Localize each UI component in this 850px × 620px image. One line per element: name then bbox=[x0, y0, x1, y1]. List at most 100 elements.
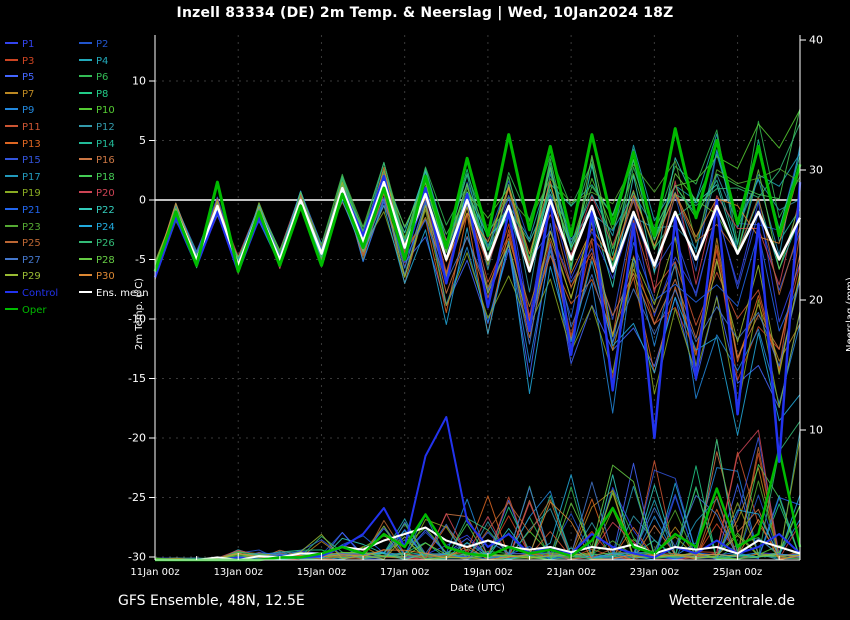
legend-label: P6 bbox=[96, 72, 109, 84]
legend-item-p8: P8 bbox=[79, 87, 153, 104]
legend-item-p17: P17 bbox=[5, 170, 79, 187]
legend-label: P14 bbox=[96, 138, 115, 150]
legend-line-swatch bbox=[5, 257, 18, 260]
legend-item-p13: P13 bbox=[5, 137, 79, 154]
ensemble-member-precip-line bbox=[154, 421, 801, 560]
legend-line-swatch bbox=[5, 91, 18, 94]
legend-label: P26 bbox=[96, 238, 115, 250]
legend-item-p19: P19 bbox=[5, 186, 79, 203]
legend-label: P28 bbox=[96, 254, 115, 266]
legend-label: P5 bbox=[22, 72, 35, 84]
legend-line-swatch bbox=[79, 274, 92, 277]
x-tick-label: 23Jan 00z bbox=[630, 567, 679, 578]
legend-label: P1 bbox=[22, 39, 35, 50]
legend-item-p6: P6 bbox=[79, 70, 153, 87]
legend-label: Control bbox=[22, 287, 59, 299]
legend-line-swatch bbox=[79, 124, 92, 127]
legend-line-swatch bbox=[79, 75, 92, 78]
legend-label: P23 bbox=[22, 221, 41, 233]
legend-line-swatch bbox=[5, 124, 18, 127]
legend-item-p7: P7 bbox=[5, 87, 79, 104]
main-temp-line-oper bbox=[153, 127, 802, 273]
left-tick-label: -20 bbox=[128, 432, 146, 445]
legend-label: P16 bbox=[96, 155, 115, 167]
x-tick-label: 11Jan 00z bbox=[130, 567, 179, 578]
legend-item-p5: P5 bbox=[5, 70, 79, 87]
legend: P1 P2 P3 P4 P5 P6 P7 P8 P9 P10 P11 P12 P13 P14 P15 P16 P… bbox=[5, 37, 153, 319]
legend-line-swatch bbox=[5, 42, 18, 44]
legend-label: P13 bbox=[22, 138, 41, 150]
legend-item-p9: P9 bbox=[5, 103, 79, 120]
legend-line-swatch bbox=[5, 224, 18, 227]
legend-line-swatch bbox=[79, 158, 92, 161]
legend-line-swatch bbox=[79, 58, 92, 61]
left-tick-label: -25 bbox=[128, 491, 146, 504]
legend-item-p4: P4 bbox=[79, 54, 153, 71]
legend-label: P27 bbox=[22, 254, 41, 266]
legend-item-p16: P16 bbox=[79, 153, 153, 170]
x-tick-label: 13Jan 00z bbox=[214, 567, 263, 578]
legend-line-swatch bbox=[79, 191, 92, 194]
legend-label: P8 bbox=[96, 88, 109, 100]
legend-line-swatch bbox=[5, 290, 18, 293]
legend-label: P21 bbox=[22, 204, 41, 216]
x-tick-label: 19Jan 00z bbox=[463, 567, 512, 578]
left-tick-label: -10 bbox=[128, 313, 146, 326]
legend-label: P25 bbox=[22, 238, 41, 250]
legend-line-swatch bbox=[5, 58, 18, 61]
legend-label: P30 bbox=[96, 271, 115, 283]
legend-line-swatch bbox=[79, 91, 92, 94]
legend-line-swatch bbox=[79, 290, 92, 293]
legend-label: P24 bbox=[96, 221, 115, 233]
left-tick-label: -30 bbox=[128, 551, 146, 564]
legend-line-swatch bbox=[79, 257, 92, 260]
legend-item-p10: P10 bbox=[79, 103, 153, 120]
legend-line-swatch bbox=[79, 241, 92, 244]
right-tick-label: 40 bbox=[809, 34, 823, 47]
ensemble-member-temp-line bbox=[154, 184, 801, 372]
legend-item-ens-mean: Ens. mean bbox=[79, 286, 153, 303]
legend-line-swatch bbox=[79, 224, 92, 227]
legend-label: P15 bbox=[22, 155, 41, 167]
legend-item-p2: P2 bbox=[79, 37, 153, 54]
ensemble-member-precip-line bbox=[154, 493, 801, 561]
legend-line-swatch bbox=[5, 191, 18, 194]
legend-item-p27: P27 bbox=[5, 253, 79, 270]
legend-label: P19 bbox=[22, 188, 41, 200]
y-axis-label-precipitation: Neerslag (mm) bbox=[845, 277, 850, 352]
legend-line-swatch bbox=[5, 174, 18, 177]
legend-label: P11 bbox=[22, 121, 41, 133]
ensemble-member-temp-line bbox=[154, 183, 801, 409]
legend-label: P17 bbox=[22, 171, 41, 183]
legend-line-swatch bbox=[79, 174, 92, 177]
legend-item-p23: P23 bbox=[5, 220, 79, 237]
legend-item-p11: P11 bbox=[5, 120, 79, 137]
legend-line-swatch bbox=[5, 274, 18, 277]
legend-line-swatch bbox=[5, 158, 18, 161]
legend-label: P3 bbox=[22, 55, 35, 67]
legend-item-p1: P1 bbox=[5, 37, 79, 54]
footer-site-name: Wetterzentrale.de bbox=[668, 593, 795, 609]
legend-item-p3: P3 bbox=[5, 54, 79, 71]
right-tick-label: 10 bbox=[809, 424, 823, 437]
x-tick-label: 17Jan 00z bbox=[380, 567, 429, 578]
left-tick-label: 10 bbox=[132, 75, 146, 88]
legend-item-p15: P15 bbox=[5, 153, 79, 170]
legend-line-swatch bbox=[5, 141, 18, 144]
legend-item-p18: P18 bbox=[79, 170, 153, 187]
legend-item-p21: P21 bbox=[5, 203, 79, 220]
legend-label: P7 bbox=[22, 88, 35, 100]
legend-label: P4 bbox=[96, 55, 109, 67]
legend-label: P20 bbox=[96, 188, 115, 200]
legend-item-p22: P22 bbox=[79, 203, 153, 220]
legend-line-swatch bbox=[5, 75, 18, 78]
legend-item-p30: P30 bbox=[79, 269, 153, 286]
legend-label: P18 bbox=[96, 171, 115, 183]
legend-line-swatch bbox=[5, 207, 18, 210]
legend-label: P29 bbox=[22, 271, 41, 283]
legend-label: P12 bbox=[96, 121, 115, 133]
legend-item-p12: P12 bbox=[79, 120, 153, 137]
x-tick-label: 15Jan 00z bbox=[297, 567, 346, 578]
